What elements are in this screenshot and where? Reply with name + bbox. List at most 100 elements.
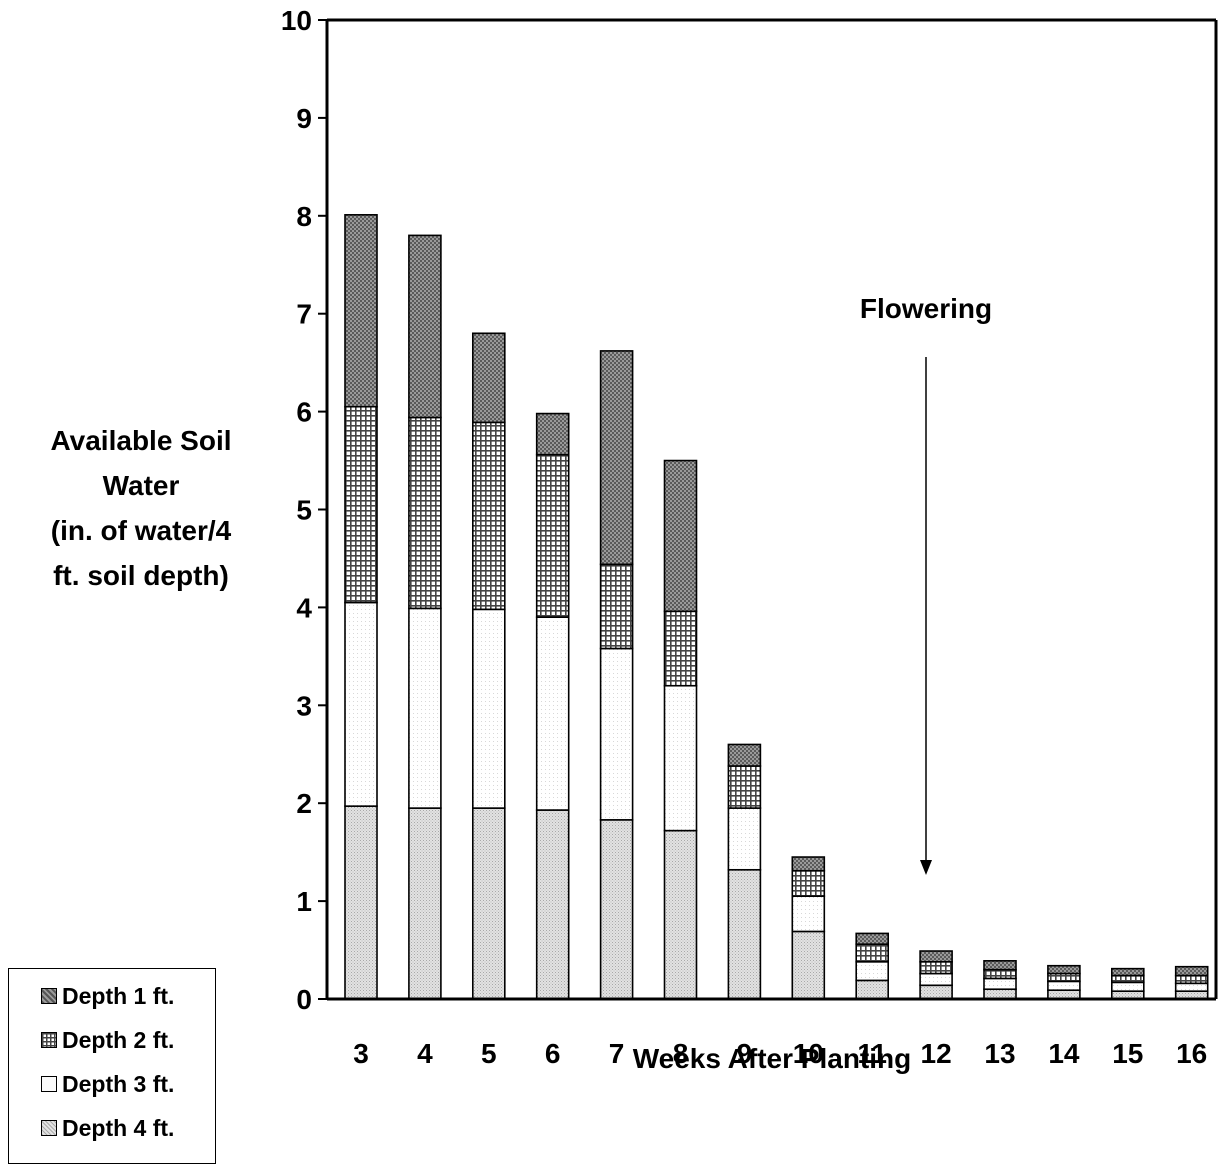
legend-label-depth-4: Depth 4 ft.	[62, 1114, 175, 1141]
y-axis-title-text: Available Soil Water (in. of water/4 ft. so…	[50, 425, 231, 591]
flowering-arrow-head	[920, 860, 932, 875]
flowering-annotation: Flowering	[860, 293, 992, 875]
bar-segment-week-5-depth-4-ft	[471, 807, 506, 1000]
bar-segment-week-3-depth-4-ft	[344, 805, 378, 1000]
bars-group	[344, 214, 1209, 1000]
bar-segment-week-12-depth-1-ft	[919, 950, 953, 963]
y-tick-label: 8	[296, 201, 312, 232]
legend-swatch-depth-2	[41, 1032, 57, 1048]
bar-segment-week-13-depth-2-ft	[983, 968, 1017, 980]
bar-segment-week-8-depth-3-ft	[663, 684, 698, 832]
bar-segment-week-3-depth-2-ft	[344, 405, 378, 604]
bar-segment-week-15-depth-2-ft	[1111, 974, 1145, 984]
bar-segment-week-6-depth-3-ft	[535, 616, 570, 811]
bar-segment-week-7-depth-2-ft	[599, 563, 634, 650]
legend-label-depth-3: Depth 3 ft.	[62, 1070, 175, 1097]
y-tick-label: 3	[296, 690, 312, 721]
legend-swatch-depth-1	[41, 988, 57, 1004]
x-tick-label: 3	[353, 1038, 369, 1069]
x-tick-label: 14	[1048, 1038, 1080, 1069]
y-tick-label: 9	[296, 103, 312, 134]
bar-segment-week-4-depth-4-ft	[408, 807, 442, 1000]
bar-segment-week-9-depth-4-ft	[727, 868, 762, 1000]
bar-segment-week-3-depth-3-ft	[344, 601, 378, 807]
bar-segment-week-5-depth-2-ft	[471, 421, 506, 611]
y-tick-label: 2	[296, 788, 312, 819]
legend-item-depth-1: Depth 1 ft.	[41, 982, 174, 1010]
bar-segment-week-9-depth-3-ft	[727, 807, 762, 871]
bar-segment-week-11-depth-2-ft	[855, 943, 890, 963]
x-tick-label: 7	[609, 1038, 625, 1069]
bar-segment-week-4-depth-2-ft	[408, 416, 442, 610]
x-tick-label: 15	[1112, 1038, 1143, 1069]
x-tick-label: 4	[417, 1038, 433, 1069]
legend-label-depth-1: Depth 1 ft.	[62, 982, 175, 1009]
x-tick-label: 11	[857, 1038, 887, 1069]
bar-segment-week-11-depth-3-ft	[855, 960, 890, 982]
bar-segment-week-4-depth-3-ft	[408, 607, 442, 809]
x-tick-label: 8	[673, 1038, 689, 1069]
bar-segment-week-6-depth-4-ft	[535, 809, 570, 1000]
bar-segment-week-10-depth-1-ft	[791, 856, 826, 872]
flowering-label: Flowering	[860, 293, 992, 324]
bar-segment-week-16-depth-1-ft	[1174, 965, 1209, 977]
bar-segment-week-10-depth-2-ft	[791, 869, 826, 898]
y-tick-label: 7	[296, 299, 312, 330]
bar-segment-week-8-depth-1-ft	[663, 459, 698, 613]
y-tick-label: 6	[296, 397, 312, 428]
bar-segment-week-15-depth-1-ft	[1111, 967, 1145, 977]
bar-segment-week-8-depth-2-ft	[663, 610, 698, 687]
bar-segment-week-7-depth-1-ft	[599, 350, 634, 566]
legend-swatch-depth-3	[41, 1076, 57, 1092]
x-tick-label: 13	[984, 1038, 1015, 1069]
x-tick-label: 12	[921, 1038, 952, 1069]
x-tick-label: 5	[481, 1038, 497, 1069]
x-tick-label: 16	[1176, 1038, 1207, 1069]
bar-segment-week-14-depth-1-ft	[1047, 964, 1081, 975]
legend: Depth 1 ft. Depth 2 ft. Depth 3 ft. Dept…	[8, 968, 216, 1164]
bar-segment-week-3-depth-1-ft	[344, 214, 378, 408]
bar-segment-week-6-depth-2-ft	[535, 453, 570, 618]
bar-segment-week-12-depth-2-ft	[919, 960, 953, 975]
legend-item-depth-3: Depth 3 ft.	[41, 1070, 174, 1098]
legend-item-depth-2: Depth 2 ft.	[41, 1026, 174, 1054]
bar-segment-week-14-depth-3-ft	[1047, 980, 1081, 991]
bar-segment-week-12-depth-3-ft	[919, 972, 953, 987]
x-tick-label: 6	[545, 1038, 561, 1069]
bar-segment-week-9-depth-1-ft	[727, 743, 762, 767]
bar-segment-week-13-depth-1-ft	[983, 960, 1017, 971]
bar-segment-week-16-depth-3-ft	[1174, 982, 1209, 992]
bar-segment-week-11-depth-1-ft	[855, 932, 890, 945]
bar-segment-week-6-depth-1-ft	[535, 412, 570, 456]
bar-segment-week-11-depth-4-ft	[855, 979, 890, 1000]
y-tick-label: 4	[296, 592, 312, 623]
legend-label-depth-2: Depth 2 ft.	[62, 1026, 175, 1053]
bar-segment-week-16-depth-2-ft	[1174, 974, 1209, 985]
y-tick-label: 1	[296, 886, 312, 917]
y-axis-ticks: 0 1 2 3 4 5 6 7 8 9 10	[281, 5, 327, 1015]
bar-segment-week-8-depth-4-ft	[663, 829, 698, 1000]
x-tick-label: 10	[793, 1038, 824, 1069]
bar-segment-week-15-depth-3-ft	[1111, 981, 1145, 992]
y-axis-title: Available Soil Water (in. of water/4 ft. so…	[50, 425, 231, 591]
x-axis-title: Weeks After Planting	[633, 1043, 912, 1074]
bar-segment-week-14-depth-2-ft	[1047, 972, 1081, 983]
bar-segment-week-7-depth-3-ft	[599, 647, 634, 821]
bar-segment-week-12-depth-4-ft	[919, 984, 953, 1000]
x-tick-label: 9	[737, 1038, 753, 1069]
bar-segment-week-13-depth-3-ft	[983, 977, 1017, 991]
bar-segment-week-7-depth-4-ft	[599, 819, 634, 1000]
legend-swatch-depth-4	[41, 1120, 57, 1136]
bar-segment-week-9-depth-2-ft	[727, 765, 762, 809]
bar-segment-week-5-depth-1-ft	[471, 332, 506, 424]
bar-segment-week-10-depth-3-ft	[791, 895, 826, 933]
bar-segment-week-5-depth-3-ft	[471, 608, 506, 809]
bar-segment-week-4-depth-1-ft	[408, 234, 442, 419]
bar-segment-week-10-depth-4-ft	[791, 930, 826, 1000]
y-tick-label: 10	[281, 5, 312, 36]
legend-item-depth-4: Depth 4 ft.	[41, 1114, 174, 1142]
y-tick-label: 5	[296, 495, 312, 526]
y-tick-label: 0	[296, 984, 312, 1015]
x-axis-ticks: 3 4 5 6 7 8 9 10 11 12 13 14 15 16	[353, 1038, 1207, 1069]
